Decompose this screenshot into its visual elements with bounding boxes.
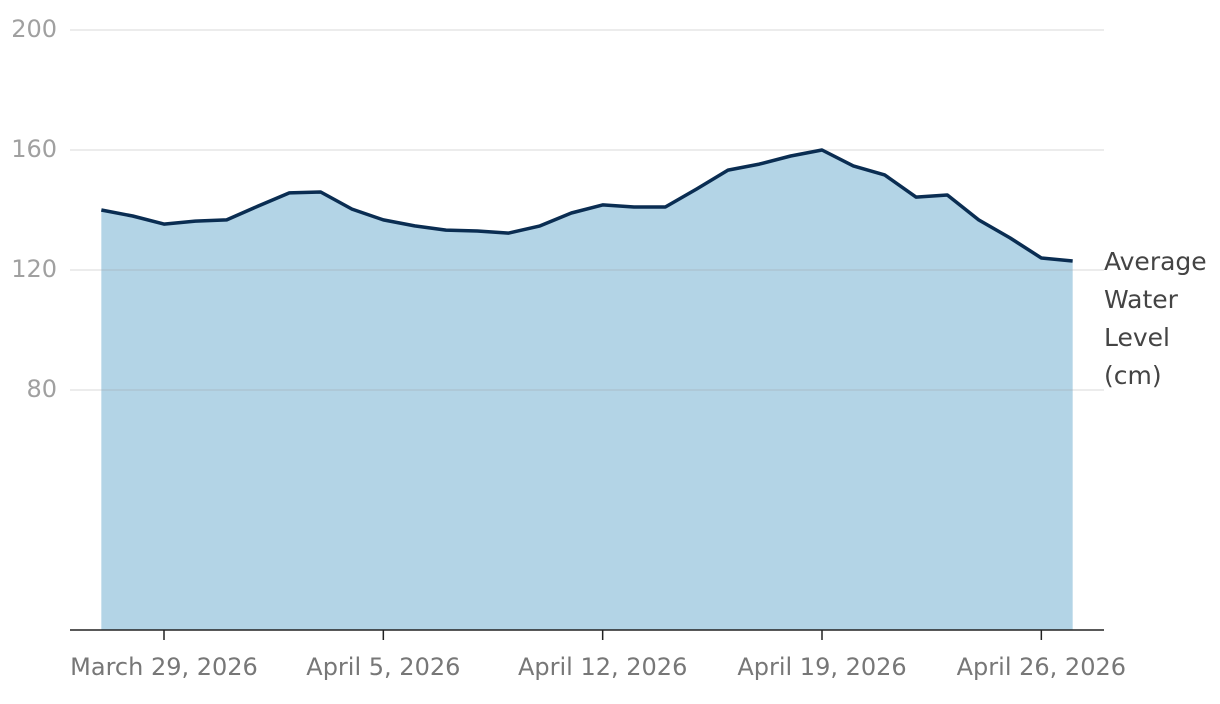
x-tick-label: April 26, 2026 <box>957 653 1126 681</box>
y-tick-label: 120 <box>11 255 57 283</box>
x-tick-label: April 12, 2026 <box>518 653 687 681</box>
x-tick-label: April 19, 2026 <box>737 653 906 681</box>
x-tick-label: March 29, 2026 <box>70 653 258 681</box>
y-tick-label: 80 <box>26 375 57 403</box>
y-tick-label: 160 <box>11 135 57 163</box>
y-tick-label: 200 <box>11 15 57 43</box>
line <box>101 148 1073 263</box>
area <box>101 150 1073 630</box>
x-tick-label: April 5, 2026 <box>306 653 460 681</box>
series-label: Average Water Level (cm) <box>1104 247 1207 390</box>
